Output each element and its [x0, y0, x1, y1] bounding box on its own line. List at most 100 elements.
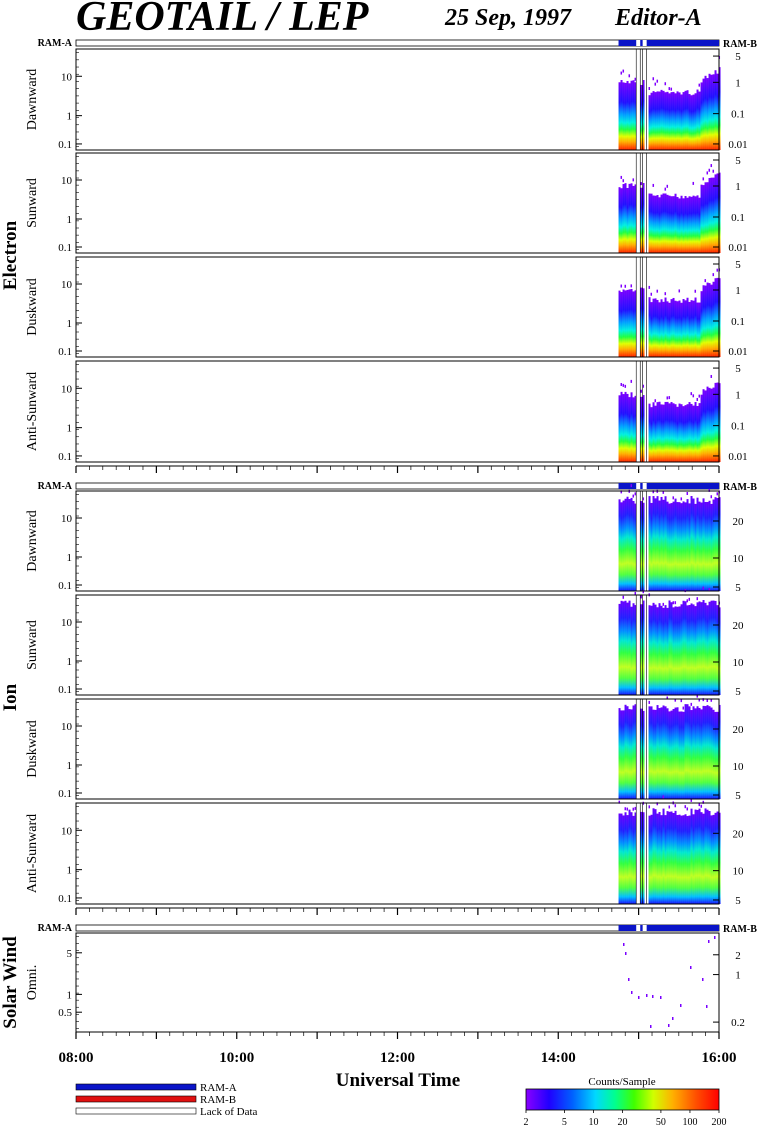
electron-duskward-spectro-column: [620, 291, 623, 357]
electron-anti-sunward-spectro-column: [656, 402, 659, 462]
plot-editor: Editor-A: [614, 5, 702, 31]
ion-anti-sunward-spectro-column: [698, 808, 701, 904]
ion-duskward-spectro-column: [632, 705, 635, 799]
electron-anti-sunward-spectro-column: [630, 392, 633, 462]
electron-anti-sunward-speckle: [690, 392, 693, 396]
electron-dawnward-spectro-column: [686, 90, 689, 150]
solar-wind-data-point: [625, 952, 627, 955]
electron-dawnward-spectro-column: [650, 92, 653, 150]
x-tick-label: 12:00: [380, 1050, 415, 1066]
ion-dawnward-speckle: [680, 497, 683, 501]
electron-sunward-spectro-column: [626, 187, 629, 253]
ion-anti-sunward-spectro-column: [700, 812, 703, 904]
electron-duskward-spectro-column: [626, 289, 629, 357]
ion-anti-sunward-spectro-column: [676, 815, 679, 904]
electron-sunward-spectro-column: [622, 184, 625, 253]
ion-anti-sunward-speckle: [690, 798, 693, 802]
ion-anti-sunward-spectro-column: [666, 811, 669, 904]
ion-sunward-spectro-column: [664, 605, 667, 695]
electron-sunward-spectro-column: [694, 196, 697, 253]
ion-sunward-left-tick-label: 10: [61, 617, 73, 629]
ion-anti-sunward-speckle: [674, 804, 677, 808]
electron-dawnward-spectro-column: [670, 92, 673, 150]
ion-dawnward-spectro-column: [674, 498, 677, 591]
colorbar-title: Counts/Sample: [588, 1076, 655, 1088]
electron-anti-sunward-spectro-column: [696, 405, 699, 462]
solar-wind-omni-frame: [75, 932, 720, 1033]
ion-sunward-spectro-column: [652, 602, 655, 695]
ion-duskward-spectro-column: [714, 711, 717, 799]
electron-duskward-spectro-column: [708, 283, 711, 357]
ion-dawnward-spectro-column: [654, 498, 657, 591]
ion-anti-sunward-spectro-column: [680, 815, 683, 904]
ion-dawnward-spectro-column: [718, 497, 721, 591]
electron-anti-sunward-right-tick-label: 1: [735, 389, 741, 401]
ion-duskward-speckle: [674, 698, 677, 702]
ion-sunward-spectro-column: [706, 605, 709, 695]
electron-duskward-spectro-column: [672, 297, 675, 357]
ion-duskward-right-tick-label: 20: [733, 724, 745, 736]
ion-sunward-frame: [75, 594, 720, 696]
electron-anti-sunward-spectro-column: [678, 403, 681, 462]
ion-duskward-speckle: [702, 698, 705, 702]
electron-anti-sunward-spectro-column: [688, 402, 691, 462]
electron-anti-sunward-right-tick-label: 0.01: [728, 451, 747, 463]
electron-sunward-spectro-column: [624, 183, 627, 253]
electron-duskward-spectro-column: [628, 289, 631, 357]
ion-anti-sunward-speckle: [668, 805, 671, 809]
electron-sunward-spectro-column: [660, 194, 663, 253]
electron-sunward-right-tick-label: 0.1: [731, 212, 745, 224]
ion-sunward-spectro-column: [704, 602, 707, 695]
ion-duskward-speckle: [706, 699, 709, 703]
electron-sunward-left-tick-label: 1: [67, 214, 73, 226]
ion-duskward-left-tick-label: 0.1: [58, 788, 72, 800]
ion-sunward-panel-label: Sunward: [25, 620, 40, 670]
electron-anti-sunward-spectro-column: [634, 395, 637, 462]
electron-anti-sunward-spectro-column: [628, 397, 631, 462]
ion-dawnward-spectro-column: [630, 497, 633, 591]
ion-anti-sunward-spectro-column: [670, 811, 673, 904]
electron-anti-sunward-spectro-column: [618, 395, 621, 462]
electron-sunward-speckle: [666, 184, 669, 188]
ion-dawnward-spectro-column: [666, 501, 669, 591]
electron-anti-sunward-spectro-column: [710, 388, 713, 462]
ion-sunward-spectro-column: [698, 601, 701, 695]
ion-duskward-spectro-column: [648, 706, 651, 799]
ion-anti-sunward-spectro-column: [634, 812, 637, 904]
ion-anti-sunward-left-tick-label: 1: [67, 865, 73, 877]
electron-sunward-spectro-column: [678, 198, 681, 253]
ion-dawnward-speckle: [634, 492, 637, 496]
electron-sunward-speckle: [712, 169, 715, 173]
electron-duskward-spectro-column: [706, 282, 709, 357]
ion-sunward-speckle: [640, 595, 643, 599]
ion-duskward-spectro-column: [688, 706, 691, 799]
ion-duskward-speckle: [648, 700, 651, 704]
electron-dawnward-panel-label: Dawnward: [25, 69, 40, 130]
ion-mode-bar-gap: [642, 483, 647, 489]
ion-anti-sunward-spectro-column: [654, 809, 657, 904]
ion-dawnward-spectro-column: [688, 503, 691, 591]
electron-dawnward-spectro-column: [648, 95, 651, 150]
ion-duskward-spectro-column: [622, 710, 625, 799]
electron-anti-sunward-speckle: [696, 398, 699, 402]
electron-sunward-speckle: [620, 175, 623, 179]
ion-anti-sunward-speckle: [626, 807, 629, 811]
electron-sunward-speckle: [708, 168, 711, 172]
ion-anti-sunward-spectro-column: [694, 809, 697, 904]
ion-sunward-speckle: [686, 599, 689, 603]
electron-dawnward-spectro-column: [664, 92, 667, 150]
ion-duskward-spectrogram: [618, 694, 721, 799]
electron-duskward-spectro-column: [664, 297, 667, 357]
ion-dawnward-speckle: [632, 494, 635, 498]
electron-sunward-spectro-column: [710, 177, 713, 253]
legend-label-ram-a: RAM-A: [200, 1082, 237, 1094]
electron-dawnward-speckle: [698, 83, 701, 87]
ion-duskward-spectro-column: [674, 707, 677, 799]
ion-anti-sunward-spectro-column: [642, 812, 645, 904]
electron-sunward-spectro-column: [618, 187, 621, 253]
ion-duskward-spectro-column: [626, 706, 629, 799]
electron-anti-sunward-speckle: [692, 394, 695, 398]
solar-wind-group-label: Solar Wind: [0, 936, 21, 1029]
electron-sunward-spectro-column: [686, 197, 689, 253]
electron-duskward-spectro-column: [684, 300, 687, 357]
